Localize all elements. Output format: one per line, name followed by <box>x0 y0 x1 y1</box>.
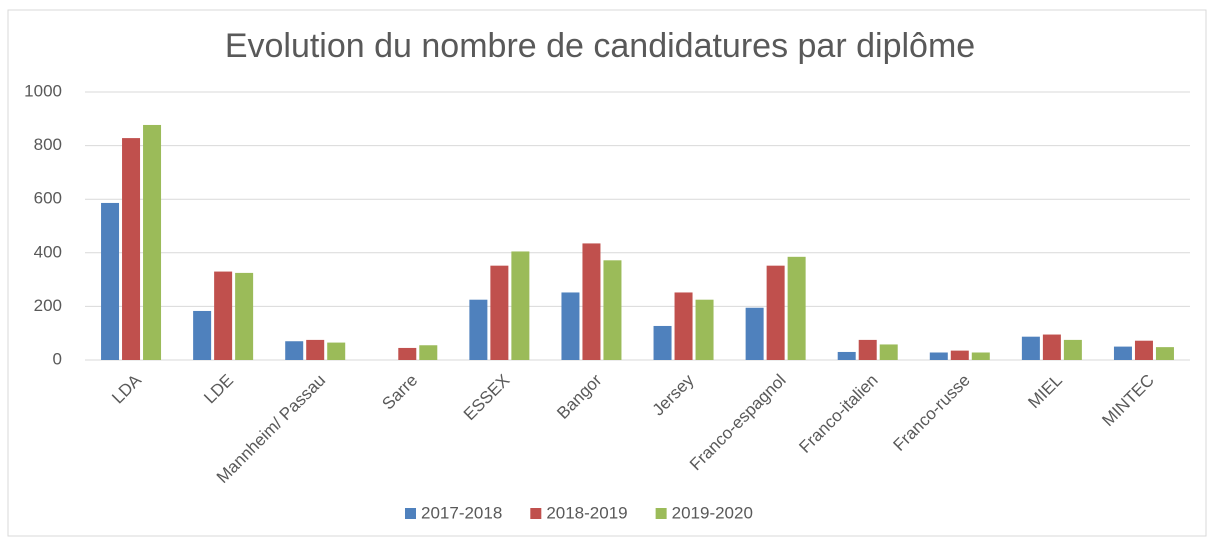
legend-swatch <box>405 508 416 519</box>
legend-label: 2018-2019 <box>546 503 627 522</box>
bar <box>1134 340 1153 360</box>
bar <box>193 310 212 360</box>
bar <box>511 251 530 360</box>
bar <box>653 325 672 360</box>
bar <box>101 202 120 360</box>
bar <box>950 350 969 360</box>
bar <box>398 347 417 360</box>
bar <box>122 138 141 360</box>
bar <box>1113 346 1132 360</box>
y-tick-label: 600 <box>34 189 62 208</box>
bar <box>561 292 580 360</box>
bar <box>879 344 898 360</box>
bar <box>837 351 856 360</box>
bar <box>143 124 162 361</box>
bar <box>214 271 233 360</box>
bar <box>235 272 254 360</box>
legend-label: 2019-2020 <box>672 503 753 522</box>
legend-label: 2017-2018 <box>421 503 502 522</box>
bar <box>327 342 346 360</box>
bar <box>306 339 325 360</box>
bar <box>1063 339 1082 360</box>
bar <box>787 256 806 360</box>
bar <box>745 307 764 360</box>
y-tick-label: 400 <box>34 242 62 261</box>
bar <box>603 260 622 360</box>
bar <box>582 243 601 360</box>
y-tick-label: 800 <box>34 135 62 154</box>
bar <box>971 352 990 360</box>
y-tick-label: 200 <box>34 296 62 315</box>
bar <box>285 341 304 360</box>
bar <box>1042 334 1061 360</box>
y-tick-label: 1000 <box>24 81 62 100</box>
bar <box>490 265 509 360</box>
bar <box>1155 347 1174 360</box>
bar <box>1021 336 1040 360</box>
bar <box>469 299 488 360</box>
bar <box>929 352 948 360</box>
legend-swatch <box>655 508 667 519</box>
bar <box>858 339 877 360</box>
bar <box>695 299 714 360</box>
chart-title: Evolution du nombre de candidatures par … <box>225 27 975 65</box>
bar <box>766 265 785 360</box>
y-tick-label: 0 <box>53 349 62 368</box>
bar <box>419 345 438 360</box>
legend-swatch <box>530 508 542 519</box>
bar <box>674 292 693 360</box>
